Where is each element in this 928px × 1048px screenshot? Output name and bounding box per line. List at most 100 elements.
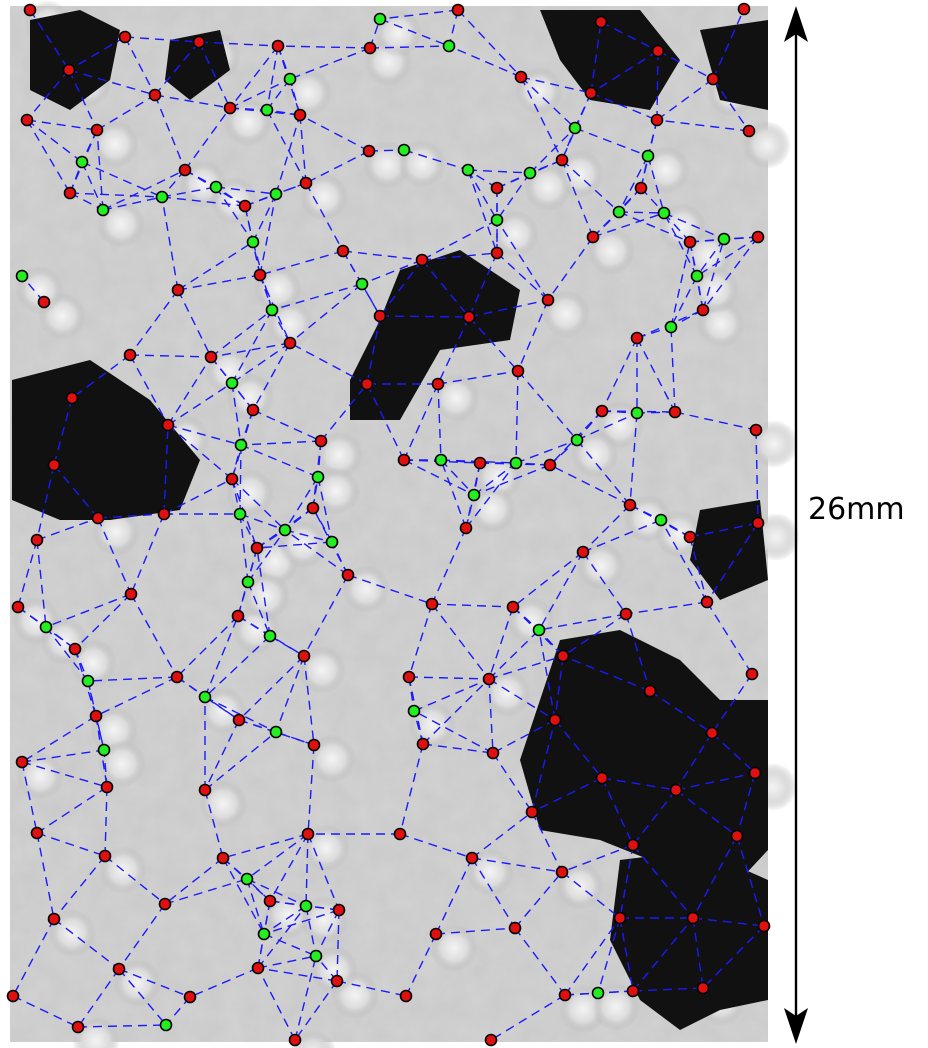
network-edge <box>492 719 556 754</box>
green-node <box>155 190 169 204</box>
network-edge <box>471 811 533 859</box>
network-edge <box>422 678 490 745</box>
network-edge <box>231 342 291 384</box>
network-edge <box>204 731 277 791</box>
green-node <box>269 725 283 739</box>
bubble-cell <box>91 120 139 168</box>
network-edge <box>154 94 231 109</box>
green-node <box>570 433 584 447</box>
network-edge <box>675 772 756 791</box>
network-edge <box>618 211 665 214</box>
red-node <box>541 293 555 307</box>
network-edge <box>471 857 516 929</box>
green-node <box>97 743 111 757</box>
network-edge <box>736 772 756 837</box>
network-edge <box>656 78 714 121</box>
red-node <box>330 974 344 988</box>
network-edge <box>96 94 156 131</box>
red-node <box>730 829 744 843</box>
scale-arrow-head-bottom <box>784 1008 808 1044</box>
network-edge <box>712 78 750 132</box>
red-node <box>668 405 682 419</box>
network-edge <box>96 129 104 211</box>
network-edge <box>320 383 368 442</box>
bubble-cell <box>750 420 798 468</box>
network-edge <box>263 905 307 935</box>
red-node <box>37 295 51 309</box>
network-edge <box>379 18 450 47</box>
bubble-cell <box>226 373 274 421</box>
green-node <box>612 205 626 219</box>
network-edge <box>440 459 467 529</box>
red-node <box>650 113 664 127</box>
green-node <box>532 623 546 637</box>
bubble-cell <box>264 891 312 939</box>
red-node <box>429 927 443 941</box>
red-node <box>749 423 763 437</box>
bubble-cell <box>642 146 690 194</box>
green-node <box>434 453 448 467</box>
network-edge <box>229 78 291 109</box>
bubble-cell <box>72 1017 120 1048</box>
network-edge <box>488 606 514 680</box>
green-node <box>299 899 313 913</box>
red-node <box>118 30 132 44</box>
network-edge <box>104 786 108 857</box>
red-node <box>486 746 500 760</box>
green-node <box>311 470 325 484</box>
network-edge <box>210 342 291 358</box>
network-edge <box>468 316 519 372</box>
red-node <box>100 780 114 794</box>
network-edge <box>517 299 549 372</box>
network-edge <box>299 114 370 152</box>
red-node <box>683 530 697 544</box>
red-node <box>586 230 600 244</box>
dark-cluster <box>12 360 200 520</box>
network-edge <box>275 655 305 733</box>
network-edge <box>538 629 556 721</box>
red-node <box>594 15 608 29</box>
network-edge <box>36 832 106 857</box>
bubble-cell <box>98 740 146 788</box>
red-node <box>271 39 285 53</box>
bubble-cell <box>315 431 363 479</box>
network-edge <box>468 252 498 318</box>
network-edge <box>448 45 522 78</box>
network-edge <box>435 927 516 935</box>
network-edge <box>246 878 307 907</box>
network-edge <box>97 513 165 519</box>
red-node <box>297 649 311 663</box>
green-node <box>233 507 247 521</box>
network-edge <box>488 678 556 721</box>
green-node <box>283 72 297 86</box>
red-node <box>238 199 252 213</box>
bubble-cell <box>542 290 590 338</box>
green-node <box>15 269 29 283</box>
network-edge <box>130 593 178 678</box>
green-node <box>278 523 292 537</box>
network-edge <box>618 211 691 243</box>
network-edge <box>21 761 38 834</box>
network-edge <box>118 968 191 998</box>
network-edge <box>531 777 603 813</box>
red-node <box>293 108 307 122</box>
network-edge <box>696 238 725 277</box>
red-node <box>112 962 126 976</box>
dark-clusters <box>12 10 768 1030</box>
network-edge <box>26 69 70 121</box>
network-edge <box>514 871 563 929</box>
network-edge <box>531 719 556 813</box>
network-edge <box>440 459 475 496</box>
red-node <box>613 911 627 925</box>
network-edge <box>167 356 212 426</box>
network-edge <box>488 629 540 680</box>
red-node <box>451 3 465 17</box>
red-node <box>700 595 714 609</box>
bubble-cell <box>289 1030 337 1048</box>
green-node <box>265 303 279 317</box>
network-edge <box>561 159 620 213</box>
red-node <box>686 911 700 925</box>
bubble-cell <box>298 646 346 694</box>
dark-cluster <box>350 250 520 420</box>
network-edge <box>625 613 651 692</box>
